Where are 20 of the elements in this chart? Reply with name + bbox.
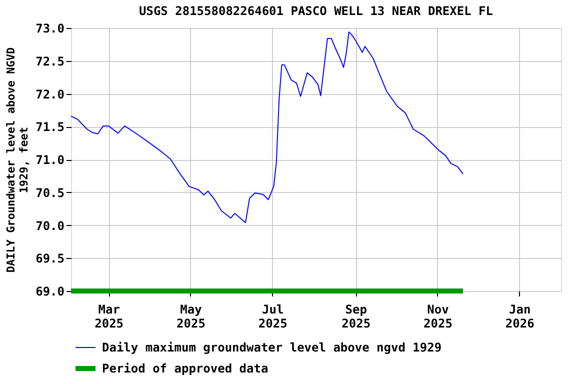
y-tick-label: 71.5 — [36, 120, 64, 134]
line-series — [70, 31, 464, 224]
chart-title: USGS 281558082264601 PASCO WELL 13 NEAR DREXEL FL — [138, 4, 494, 18]
x-tick-label: Jan 2026 — [505, 302, 534, 330]
y-tick-label: 72.0 — [36, 87, 64, 102]
x-tick-label: Jul 2025 — [258, 302, 288, 330]
x-tick-label: Nov 2025 — [424, 302, 452, 330]
y-tick-label: 73.0 — [36, 22, 64, 36]
y-tick-label: 71.0 — [36, 153, 64, 167]
y-axis-title: DAILY Groundwater level above NGVD 1929, feet — [4, 47, 31, 273]
y-tick-label: 70.0 — [36, 218, 64, 233]
x-tick-label: May 2025 — [176, 302, 206, 330]
legend-label: Period of approved data — [102, 362, 268, 376]
y-tick-label: 72.5 — [36, 54, 64, 68]
y-tick-label: 69.5 — [36, 252, 64, 266]
x-tick-label: Sep 2025 — [342, 302, 371, 330]
y-tick-label: 70.5 — [36, 186, 64, 200]
legend-label: Daily maximum groundwater level above ngvd 1929 — [102, 340, 442, 354]
y-tick-label: 69.0 — [36, 284, 64, 298]
x-tick-label: Mar 2025 — [94, 302, 124, 330]
